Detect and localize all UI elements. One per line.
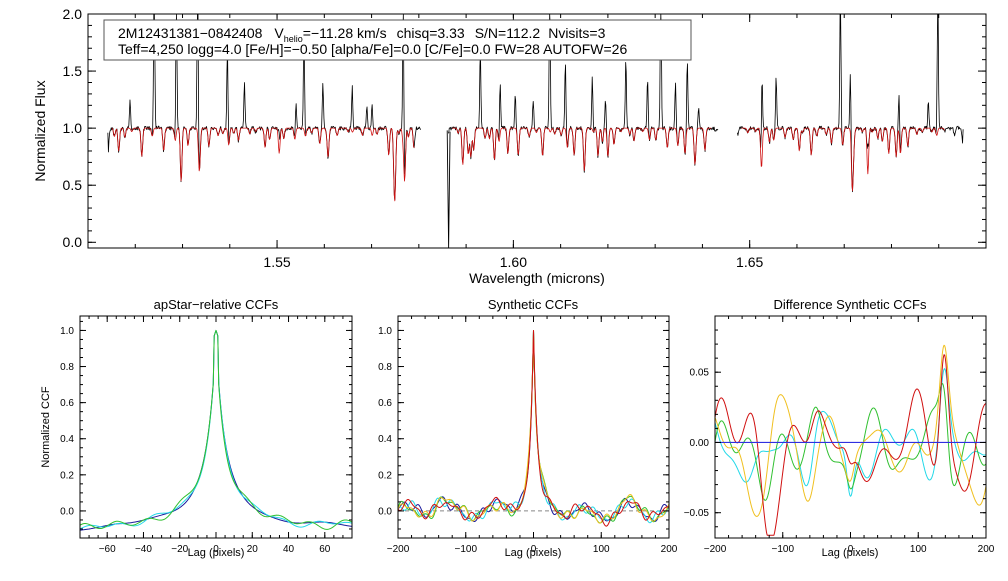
y-tick-label: 0.6 <box>60 398 74 409</box>
observed-spectrum-chip-3 <box>737 13 964 193</box>
apstar-ccf-line-2 <box>79 329 353 530</box>
y-tick-label: 0.2 <box>378 470 392 481</box>
model-spectrum-chip-2 <box>452 127 712 171</box>
spectrum-plot-frame <box>87 13 987 249</box>
y-tick-label: 0.6 <box>378 398 392 409</box>
model-spectrum-chip-3 <box>741 127 945 192</box>
y-tick-label: 0.8 <box>60 362 74 373</box>
x-tick-label: −200 <box>387 544 410 555</box>
vhelio-subscript: helio <box>284 34 303 44</box>
difference-ccf-panel: −200 −100 0 100 200 −0.05 0.00 0.05 Difference … <box>684 297 995 559</box>
synthetic-ccf-ticks: −200 −100 0 100 200 0.0 0.2 0.4 0.6 0.8 1.0 <box>378 316 678 555</box>
bad-pixel-dip <box>446 130 451 249</box>
apstar-ccf-line-1 <box>79 329 353 531</box>
x-tick-label: −200 <box>704 544 727 555</box>
y-tick-label: 1.5 <box>63 63 83 79</box>
synthetic-ccf-line-red <box>397 329 670 527</box>
vhelio-symbol: V <box>274 25 284 41</box>
x-tick-label: −100 <box>454 544 477 555</box>
x-tick-label: 0 <box>848 544 854 555</box>
synthetic-ccf-xlabel: Lag (pixels) <box>505 547 562 559</box>
x-tick-label: 1.55 <box>263 254 290 270</box>
x-tick-label: 1.60 <box>500 254 527 270</box>
difference-ccf-title: Difference Synthetic CCFs <box>774 297 927 312</box>
y-tick-label: 2.0 <box>63 6 83 22</box>
x-tick-label: −60 <box>99 544 116 555</box>
difference-ccf-line-yellow <box>714 344 987 517</box>
star-id: 2M12431381−0842408 <box>118 25 263 41</box>
apstar-ccf-ylabel: Normalized CCF <box>40 386 52 468</box>
y-tick-label: 0.2 <box>60 470 74 481</box>
x-tick-label: 20 <box>247 544 259 555</box>
x-tick-label: 1.65 <box>736 254 763 270</box>
x-tick-label: 100 <box>910 544 927 555</box>
x-tick-label: 60 <box>319 544 331 555</box>
difference-ccf-ticks: −200 −100 0 100 200 −0.05 0.00 0.05 <box>684 315 995 555</box>
x-tick-label: 0 <box>531 544 537 555</box>
x-tick-label: −100 <box>771 544 794 555</box>
apstar-ccf-line-3 <box>79 329 353 530</box>
x-tick-label: 100 <box>593 544 610 555</box>
snr-value: S/N=112.2 <box>475 25 541 41</box>
x-tick-label: 200 <box>661 544 678 555</box>
y-tick-label: −0.05 <box>684 508 710 519</box>
synthetic-ccf-line-cyan <box>397 329 670 524</box>
spectrum-ticks: 1.55 1.60 1.65 0.0 0.5 1.0 1.5 2.0 <box>63 6 987 270</box>
apstar-ccf-ticks: −60 −40 −20 0 20 40 60 0.0 0.2 0.4 0.6 0.8 1.0 <box>60 316 353 555</box>
synthetic-ccf-line-blue <box>397 329 670 522</box>
y-tick-label: 1.0 <box>60 326 74 337</box>
y-tick-label: 1.0 <box>63 120 83 136</box>
apstar-ccf-panel: −60 −40 −20 0 20 40 60 0.0 0.2 0.4 0.6 0.8 1.0 apSta… <box>40 297 353 559</box>
difference-ccf-line-red <box>714 354 987 536</box>
y-tick-label: 0.0 <box>63 234 83 250</box>
y-tick-label: 0.0 <box>60 506 74 517</box>
x-tick-label: 40 <box>283 544 295 555</box>
synthetic-ccf-line-yellow <box>397 329 670 524</box>
synthetic-ccf-panel: −200 −100 0 100 200 0.0 0.2 0.4 0.6 0.8 1.0 Synthe… <box>378 297 678 559</box>
model-spectrum-chip-1 <box>111 127 415 202</box>
annotation-line-2: Teff=4,250 logg=4.0 [Fe/H]=−0.50 [alpha/… <box>118 41 627 57</box>
difference-ccf-data <box>714 344 987 536</box>
y-tick-label: 0.05 <box>690 368 710 379</box>
spectrum-ylabel: Normalized Flux <box>32 80 48 181</box>
x-tick-label: 200 <box>978 544 995 555</box>
difference-ccf-xlabel: Lag (pixels) <box>822 547 879 559</box>
y-tick-label: 0.0 <box>378 506 392 517</box>
synthetic-ccf-line-green <box>397 329 670 524</box>
spectrum-data <box>107 13 964 249</box>
y-tick-label: 0.4 <box>378 434 392 445</box>
x-tick-label: −40 <box>135 544 152 555</box>
vhelio-value: =−11.28 km/s <box>303 25 387 41</box>
y-tick-label: 0.00 <box>690 438 710 449</box>
apstar-ccf-xlabel: Lag (pixels) <box>188 547 245 559</box>
apstar-ccf-frame <box>79 315 353 539</box>
spectrum-xlabel: Wavelength (microns) <box>469 270 605 286</box>
annotation-box <box>103 19 692 61</box>
synthetic-ccf-title: Synthetic CCFs <box>488 297 579 312</box>
y-tick-label: 0.8 <box>378 362 392 373</box>
y-tick-label: 1.0 <box>378 326 392 337</box>
x-tick-label: 0 <box>213 544 219 555</box>
y-tick-label: 0.4 <box>60 434 74 445</box>
apstar-ccf-title: apStar−relative CCFs <box>154 297 279 312</box>
synthetic-ccf-data <box>397 329 670 527</box>
y-tick-label: 0.5 <box>63 177 83 193</box>
nvisits-value: Nvisits=3 <box>548 25 605 41</box>
spectrum-panel: 1.55 1.60 1.65 0.0 0.5 1.0 1.5 2.0 Wavelength (… <box>32 6 987 286</box>
annotation-line-1: 2M12431381−0842408 Vhelio=−11.28 km/s chis… <box>118 25 606 44</box>
chisq-value: chisq=3.33 <box>397 25 465 41</box>
x-tick-label: −20 <box>171 544 188 555</box>
apstar-ccf-data <box>79 329 353 531</box>
